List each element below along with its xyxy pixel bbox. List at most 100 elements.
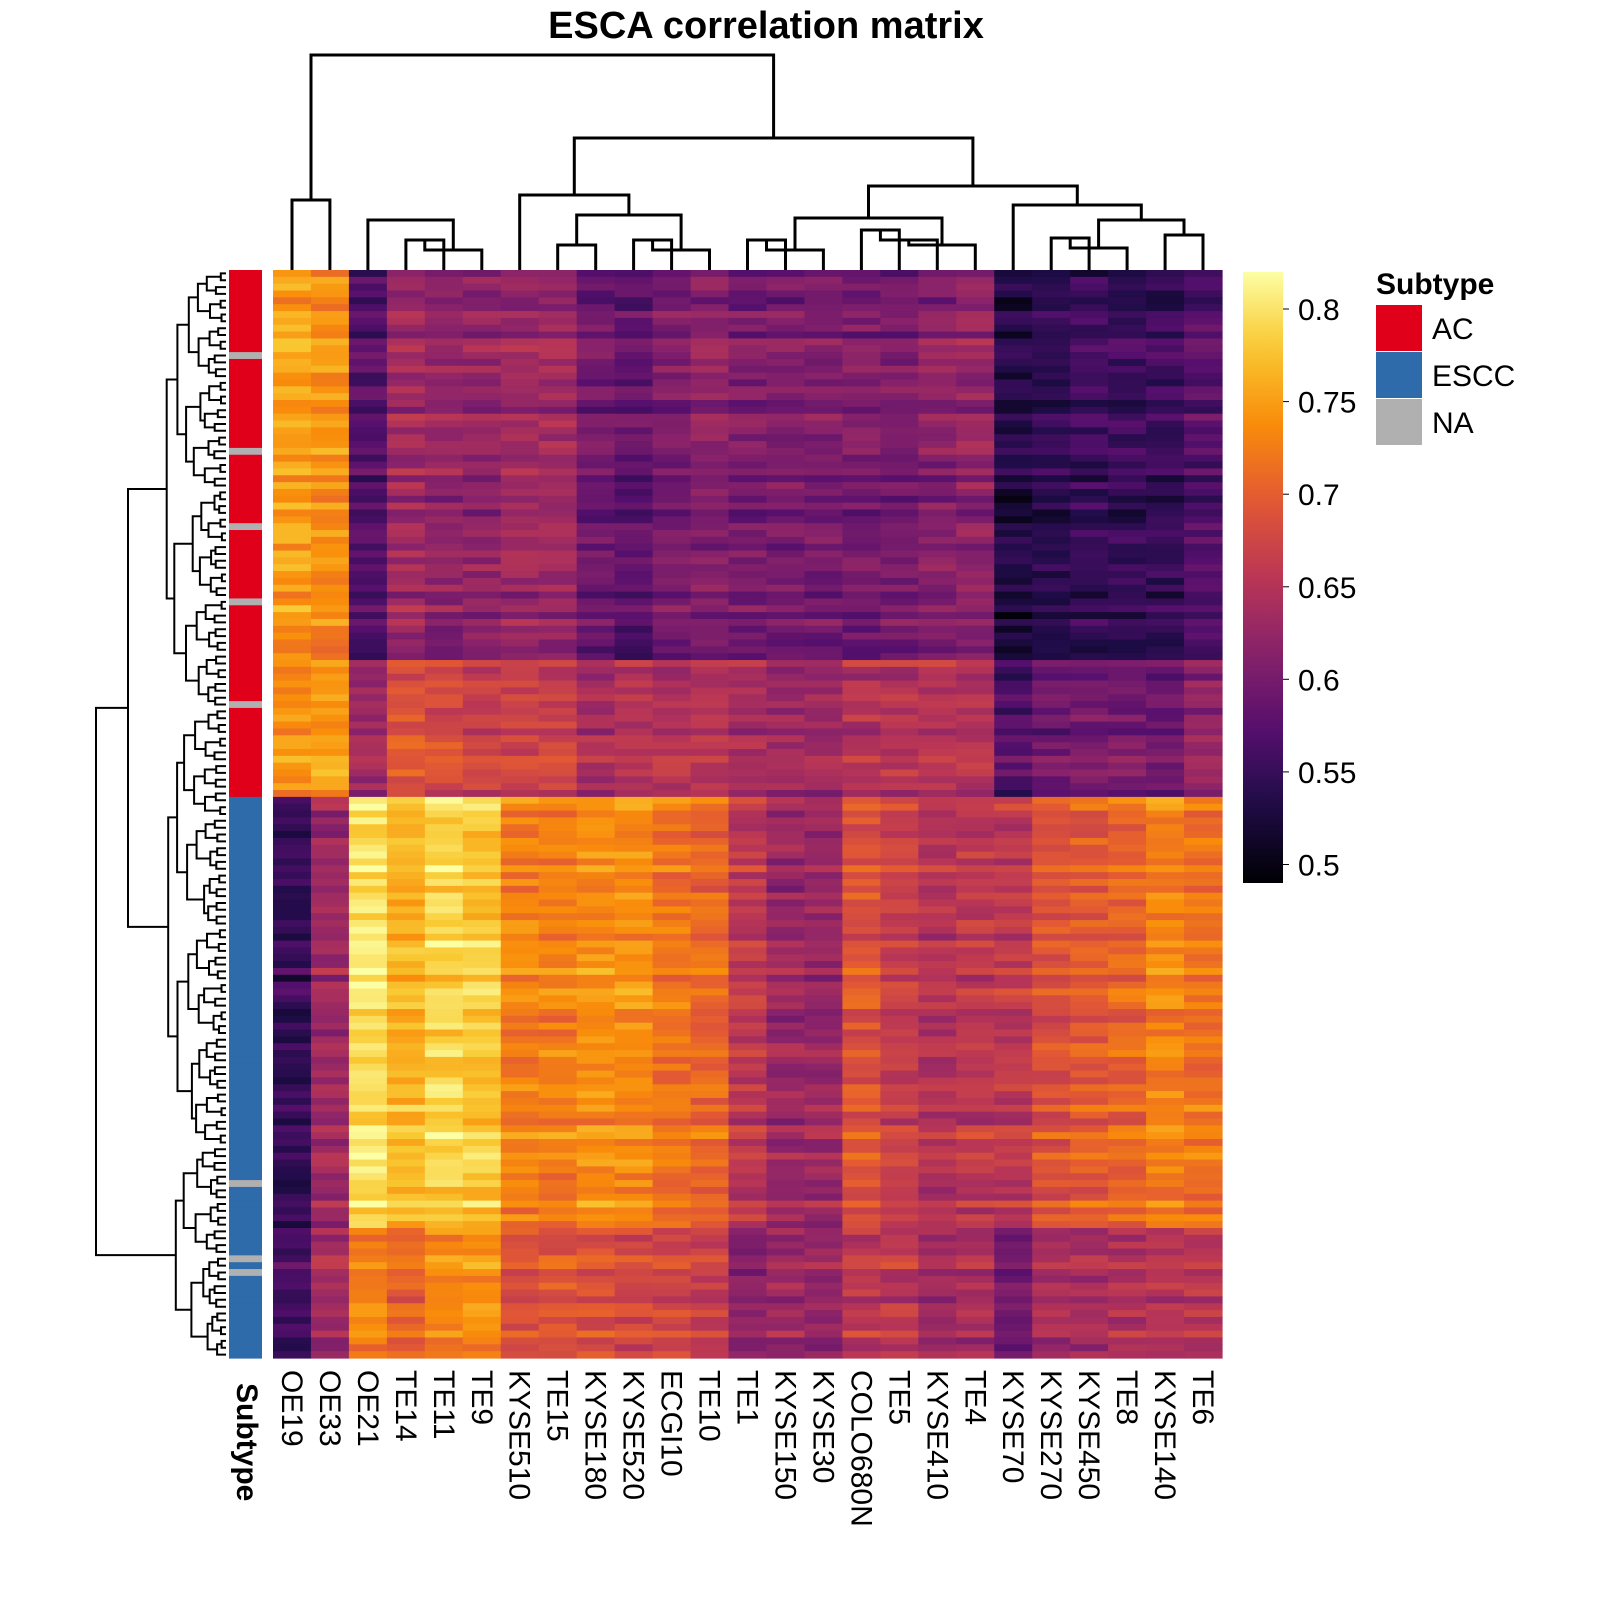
heatmap-cell [1108, 1296, 1147, 1304]
annotation-cell [229, 352, 262, 360]
heatmap-cell [1070, 673, 1109, 682]
heatmap-cell [766, 352, 806, 360]
annotation-cell [229, 311, 262, 319]
heatmap-cell [880, 1063, 919, 1072]
heatmap-cell [500, 400, 540, 408]
heatmap-cell [766, 687, 806, 695]
heatmap-cell [728, 338, 768, 346]
heatmap-cell [842, 1337, 881, 1345]
dendrogram-branch [201, 1151, 215, 1168]
heatmap-cell [273, 653, 312, 661]
heatmap-cell [614, 721, 654, 730]
heatmap-cell [652, 625, 692, 634]
heatmap-cell [1146, 755, 1185, 764]
heatmap-cell [994, 304, 1033, 312]
heatmap-cell [273, 810, 312, 819]
heatmap-cell [994, 276, 1033, 285]
heatmap-cell [994, 1269, 1033, 1277]
heatmap-cell [273, 1166, 312, 1174]
column-label: TE6 [1186, 1370, 1219, 1425]
heatmap-cell [728, 1289, 768, 1298]
heatmap-cell [310, 1316, 350, 1325]
heatmap-cell [1032, 468, 1071, 476]
heatmap-cell [273, 1002, 312, 1010]
heatmap-cell [1032, 1255, 1071, 1263]
heatmap-cell [804, 530, 843, 538]
annotation-axis-label: Subtype [230, 1383, 263, 1501]
heatmap-cell [842, 1275, 881, 1284]
heatmap-cell [273, 680, 312, 689]
heatmap-cell [728, 735, 768, 743]
heatmap-cell [1184, 831, 1223, 839]
annotation-cell [229, 1234, 262, 1243]
heatmap-cell [652, 851, 692, 860]
heatmap-cell [462, 796, 502, 805]
heatmap-cell [424, 899, 464, 907]
annotation-cell [229, 742, 262, 750]
heatmap-cell [1108, 270, 1147, 278]
heatmap-cell [804, 728, 843, 736]
heatmap-cell [348, 290, 388, 298]
heatmap-cell [386, 1063, 426, 1072]
heatmap-cell [424, 564, 464, 572]
heatmap-cell [424, 646, 464, 654]
heatmap-cell [1184, 639, 1223, 647]
heatmap-cell [652, 550, 692, 558]
heatmap-cell [500, 1289, 540, 1298]
heatmap-cell [880, 1207, 919, 1215]
heatmap-cell [310, 557, 350, 565]
heatmap-cell [500, 748, 540, 757]
heatmap-cell [842, 748, 881, 757]
annotation-cell [229, 762, 262, 771]
heatmap-cell [1108, 530, 1147, 538]
heatmap-cell [310, 844, 350, 853]
heatmap-cell [1032, 824, 1071, 832]
heatmap-cell [804, 1255, 843, 1263]
heatmap-cell [690, 447, 730, 456]
heatmap-cell [918, 680, 957, 689]
heatmap-cell [538, 495, 578, 504]
dendrogram-branch [216, 1093, 226, 1103]
heatmap-cell [956, 495, 995, 504]
heatmap-cell [462, 543, 502, 552]
heatmap-cell [766, 1002, 806, 1010]
heatmap-cell [804, 1351, 843, 1359]
heatmap-cell [1184, 1152, 1223, 1161]
heatmap-cell [652, 755, 692, 764]
heatmap-cell [918, 933, 957, 942]
heatmap-cell [386, 707, 426, 716]
heatmap-cell [1108, 1221, 1147, 1229]
heatmap-cell [386, 1159, 426, 1167]
heatmap-cell [462, 1248, 502, 1256]
heatmap-cell [500, 420, 540, 428]
heatmap-cell [918, 1125, 957, 1133]
heatmap-cell [538, 270, 578, 278]
heatmap-cell [273, 1173, 312, 1181]
heatmap-cell [1184, 1077, 1223, 1085]
heatmap-cell [652, 1152, 692, 1161]
heatmap-cell [918, 406, 957, 415]
heatmap-cell [652, 400, 692, 408]
dendrogram-branch [214, 696, 226, 706]
heatmap-cell [766, 420, 806, 428]
heatmap-cell [880, 653, 919, 661]
heatmap-cell [1108, 673, 1147, 682]
heatmap-cell [386, 311, 426, 319]
heatmap-cell [804, 1186, 843, 1195]
heatmap-cell [1108, 1303, 1147, 1311]
annotation-cell [229, 947, 262, 955]
heatmap-cell [956, 502, 995, 511]
heatmap-cell [576, 584, 616, 593]
heatmap-cell [348, 1241, 388, 1250]
heatmap-cell [1070, 536, 1109, 545]
heatmap-cell [1032, 461, 1071, 470]
heatmap-cell [538, 1132, 578, 1140]
heatmap-cell [766, 954, 806, 962]
heatmap-cell [880, 735, 919, 743]
heatmap-cell [1032, 1104, 1071, 1113]
heatmap-cell [728, 844, 768, 853]
heatmap-cell [462, 1269, 502, 1277]
heatmap-cell [1184, 899, 1223, 907]
heatmap-cell [538, 1221, 578, 1229]
heatmap-cell [310, 317, 350, 326]
